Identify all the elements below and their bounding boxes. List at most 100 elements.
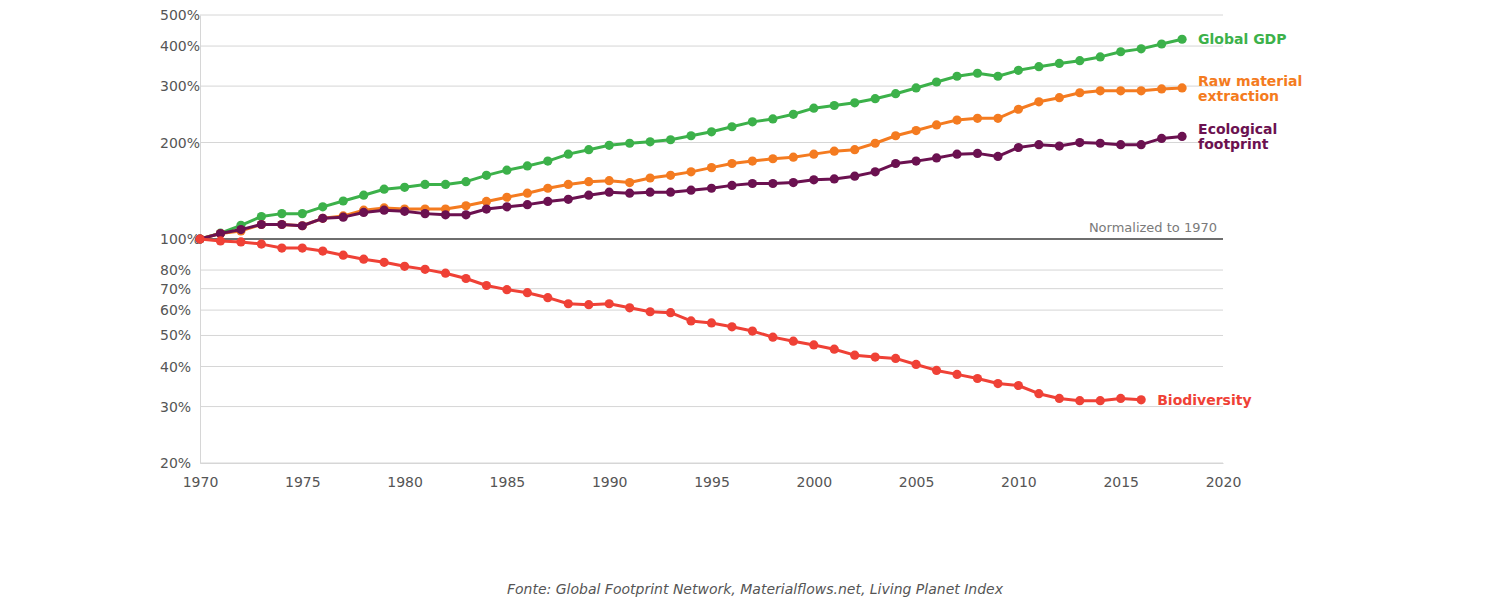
x-tick: 1980 (387, 463, 423, 490)
data-point (686, 186, 695, 195)
x-tick: 1985 (490, 463, 526, 490)
data-point (461, 177, 470, 186)
data-point (871, 94, 880, 103)
data-point (543, 184, 552, 193)
data-point (1075, 138, 1084, 147)
data-point (359, 255, 368, 264)
data-point (809, 150, 818, 159)
data-point (686, 131, 695, 140)
grid-line (200, 15, 1223, 16)
data-point (339, 213, 348, 222)
series-line (200, 239, 1141, 401)
x-tick: 1995 (694, 463, 730, 490)
data-point (912, 157, 921, 166)
data-point (564, 195, 573, 204)
data-point (1116, 47, 1125, 56)
x-tick: 1970 (183, 463, 219, 490)
data-point (830, 147, 839, 156)
data-point (584, 300, 593, 309)
data-point (1116, 140, 1125, 149)
source: Fonte: Global Footprint Network, Materia… (507, 581, 1004, 597)
data-point (830, 345, 839, 354)
data-point (564, 180, 573, 189)
data-point (523, 189, 532, 198)
data-point (666, 171, 675, 180)
y-tick: 400% (160, 38, 200, 54)
data-point (298, 243, 307, 252)
data-point (666, 308, 675, 317)
data-point (666, 135, 675, 144)
data-point (298, 221, 307, 230)
data-point (625, 139, 634, 148)
data-point (973, 114, 982, 123)
x-tick: 2000 (796, 463, 832, 490)
x-tick-label: 2020 (1206, 474, 1242, 490)
grid-line (200, 239, 1223, 240)
grid-line (200, 86, 1223, 87)
data-point (625, 189, 634, 198)
y-tick: 100% (160, 231, 200, 247)
data-point (523, 200, 532, 209)
series-label: Ecologicalfootprint (1198, 121, 1277, 152)
data-point (400, 183, 409, 192)
data-point (400, 207, 409, 216)
data-point (932, 77, 941, 86)
data-point (216, 229, 225, 238)
data-point (625, 178, 634, 187)
data-point (768, 179, 777, 188)
x-tick: 2010 (1001, 463, 1037, 490)
series (195, 234, 1145, 405)
data-point (748, 157, 757, 166)
y-tick: 30% (160, 399, 200, 415)
data-point (277, 243, 286, 252)
data-point (809, 104, 818, 113)
x-tick: 2020 (1206, 463, 1242, 490)
data-point (1075, 56, 1084, 65)
y-tick-label: 400% (160, 38, 200, 54)
y-tick-label: 300% (160, 78, 200, 94)
data-point (1096, 396, 1105, 405)
data-point (257, 220, 266, 229)
y-axis: 20%30%40%50%60%70%80%100%200%300%400%500… (160, 7, 201, 471)
data-point (973, 149, 982, 158)
data-point (891, 131, 900, 140)
data-point (912, 126, 921, 135)
data-point (605, 188, 614, 197)
data-point (441, 180, 450, 189)
data-point (748, 179, 757, 188)
data-point (1055, 59, 1064, 68)
data-point (380, 185, 389, 194)
data-point (727, 181, 736, 190)
data-point (564, 299, 573, 308)
grid-line (200, 270, 1223, 271)
data-point (523, 288, 532, 297)
annotation: Normalized to 1970 (1089, 220, 1217, 235)
data-point (1096, 86, 1105, 95)
series (195, 35, 1186, 244)
data-point (707, 127, 716, 136)
data-point (871, 167, 880, 176)
data-point (1014, 143, 1023, 152)
data-point (1116, 394, 1125, 403)
y-tick: 70% (160, 281, 200, 297)
data-point (441, 210, 450, 219)
y-tick-label: 100% (160, 231, 200, 247)
series-label-line: Ecological (1198, 121, 1277, 137)
data-point (400, 262, 409, 271)
data-point (686, 316, 695, 325)
data-point (891, 354, 900, 363)
data-point (195, 234, 204, 243)
data-point (236, 225, 245, 234)
data-point (871, 139, 880, 148)
data-point (646, 173, 655, 182)
data-point (380, 206, 389, 215)
data-point (993, 379, 1002, 388)
data-point (768, 114, 777, 123)
data-point (1157, 134, 1166, 143)
grid-line (200, 46, 1223, 47)
data-point (830, 101, 839, 110)
y-tick: 50% (160, 327, 200, 343)
data-point (891, 159, 900, 168)
data-point (502, 193, 511, 202)
data-point (380, 258, 389, 267)
